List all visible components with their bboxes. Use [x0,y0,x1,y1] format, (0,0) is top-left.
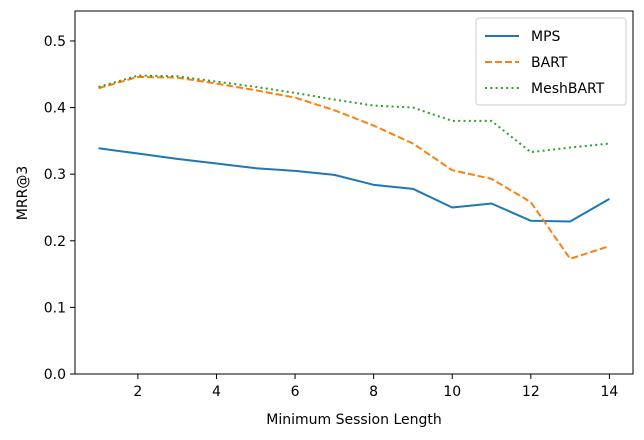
series-line-meshbart [98,74,610,154]
y-tick-label: 0.2 [44,234,66,250]
legend-label-meshbart: MeshBART [531,81,605,97]
legend-label-mps: MPS [531,29,561,45]
x-tick-label: 2 [133,384,142,400]
legend-label-bart: BART [531,55,568,71]
series-line-bart [98,75,610,260]
x-tick-label: 4 [212,384,221,400]
x-tick-label: 8 [369,384,378,400]
legend-frame [475,17,627,106]
x-tick-label: 12 [522,384,540,400]
y-tick-label: 0.5 [44,34,66,50]
y-tick-label: 0.3 [44,167,66,183]
series-line-mps [98,147,610,223]
legend: MPS BART MeshBART [475,17,627,106]
x-tick-label: 6 [291,384,300,400]
x-axis-ticks: 2 4 6 8 10 12 14 [133,374,618,400]
x-tick-label: 14 [601,384,619,400]
series-layer [98,74,610,260]
y-axis-label: MRR@3 [15,166,31,220]
y-tick-label: 0.1 [44,300,66,316]
y-tick-label: 0.4 [44,101,66,117]
y-tick-label: 0.0 [44,367,66,383]
y-axis-ticks: 0.0 0.1 0.2 0.3 0.4 0.5 [44,34,75,383]
x-axis-label: Minimum Session Length [266,412,442,428]
x-tick-label: 10 [443,384,461,400]
